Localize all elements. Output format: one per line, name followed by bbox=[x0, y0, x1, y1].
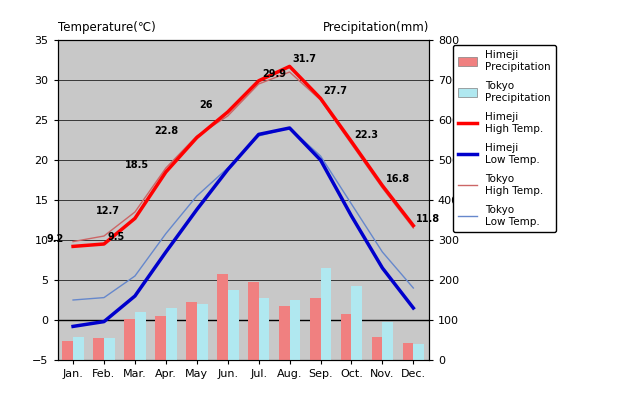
Bar bbox=[259, 298, 269, 360]
Text: 26: 26 bbox=[199, 100, 212, 110]
Text: 31.7: 31.7 bbox=[292, 54, 317, 64]
Text: 16.8: 16.8 bbox=[385, 174, 410, 184]
Bar bbox=[321, 268, 332, 360]
Bar bbox=[248, 282, 259, 360]
Bar bbox=[351, 286, 362, 360]
Text: 11.8: 11.8 bbox=[417, 214, 440, 224]
Bar bbox=[166, 308, 177, 360]
Bar bbox=[104, 338, 115, 360]
Text: Precipitation(mm): Precipitation(mm) bbox=[323, 20, 429, 34]
Bar bbox=[186, 302, 196, 360]
Text: 22.3: 22.3 bbox=[355, 130, 378, 140]
Bar bbox=[340, 314, 351, 360]
Bar bbox=[217, 274, 228, 360]
Bar bbox=[155, 316, 166, 360]
Text: 27.7: 27.7 bbox=[324, 86, 348, 96]
Bar bbox=[135, 312, 146, 360]
Text: 9.2: 9.2 bbox=[47, 234, 64, 244]
Bar bbox=[62, 341, 73, 360]
Bar bbox=[279, 306, 289, 360]
Bar bbox=[289, 300, 300, 360]
Bar bbox=[413, 344, 424, 360]
Bar bbox=[228, 290, 239, 360]
Bar bbox=[310, 298, 321, 360]
Text: 9.5: 9.5 bbox=[107, 232, 124, 242]
Bar bbox=[124, 319, 135, 360]
Text: 18.5: 18.5 bbox=[125, 160, 149, 170]
Text: 12.7: 12.7 bbox=[95, 206, 120, 216]
Text: Temperature(℃): Temperature(℃) bbox=[58, 20, 156, 34]
Legend: Himeji
Precipitation, Tokyo
Precipitation, Himeji
High Temp., Himeji
Low Temp., : Himeji Precipitation, Tokyo Precipitatio… bbox=[453, 45, 556, 232]
Bar bbox=[93, 338, 104, 360]
Bar bbox=[382, 322, 393, 360]
Text: 29.9: 29.9 bbox=[262, 69, 285, 79]
Text: 22.8: 22.8 bbox=[154, 126, 178, 136]
Bar bbox=[403, 343, 413, 360]
Bar bbox=[372, 337, 382, 360]
Bar bbox=[73, 337, 84, 360]
Bar bbox=[196, 304, 207, 360]
